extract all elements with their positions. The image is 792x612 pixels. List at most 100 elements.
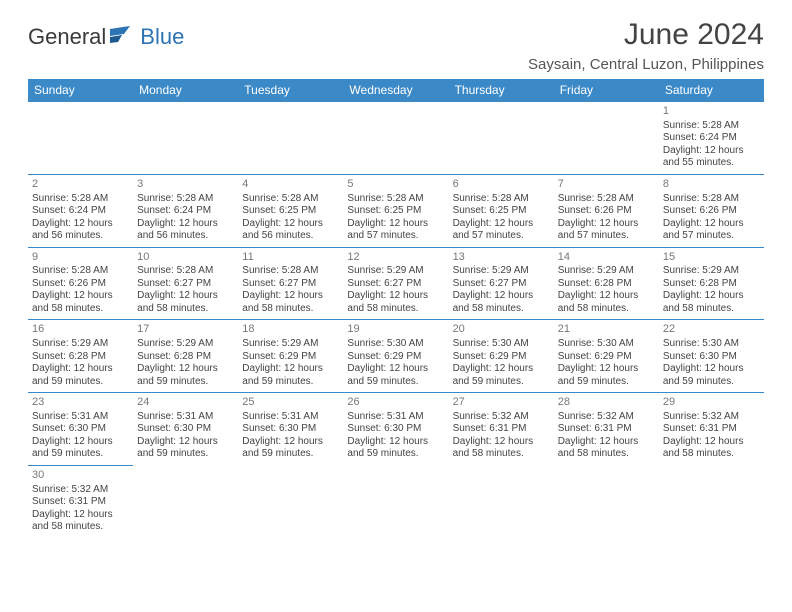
calendar-empty [238, 102, 343, 175]
day-detail: and 57 minutes. [558, 230, 655, 243]
calendar-day: 3Sunrise: 5:28 AMSunset: 6:24 PMDaylight… [133, 174, 238, 247]
day-number: 30 [32, 469, 129, 483]
calendar-week: 23Sunrise: 5:31 AMSunset: 6:30 PMDayligh… [28, 393, 764, 466]
weekday-header: Saturday [659, 79, 764, 102]
day-detail: Sunrise: 5:32 AM [663, 411, 760, 424]
day-detail: Sunrise: 5:28 AM [663, 193, 760, 206]
day-detail: Sunrise: 5:30 AM [558, 338, 655, 351]
day-detail: Sunrise: 5:28 AM [242, 193, 339, 206]
day-detail: Daylight: 12 hours [663, 436, 760, 449]
day-detail: and 59 minutes. [242, 376, 339, 389]
calendar-day: 12Sunrise: 5:29 AMSunset: 6:27 PMDayligh… [343, 247, 448, 320]
day-number: 16 [32, 323, 129, 337]
day-detail: and 59 minutes. [663, 376, 760, 389]
day-detail: Daylight: 12 hours [347, 290, 444, 303]
day-detail: and 58 minutes. [663, 303, 760, 316]
day-detail: Sunset: 6:30 PM [32, 423, 129, 436]
calendar-week: 16Sunrise: 5:29 AMSunset: 6:28 PMDayligh… [28, 320, 764, 393]
day-detail: Daylight: 12 hours [453, 218, 550, 231]
calendar-day: 7Sunrise: 5:28 AMSunset: 6:26 PMDaylight… [554, 174, 659, 247]
day-detail: and 59 minutes. [137, 448, 234, 461]
day-detail: Sunrise: 5:29 AM [137, 338, 234, 351]
day-detail: Sunrise: 5:30 AM [453, 338, 550, 351]
calendar-table: SundayMondayTuesdayWednesdayThursdayFrid… [28, 79, 764, 538]
day-detail: and 59 minutes. [137, 376, 234, 389]
calendar-day: 19Sunrise: 5:30 AMSunset: 6:29 PMDayligh… [343, 320, 448, 393]
calendar-day: 25Sunrise: 5:31 AMSunset: 6:30 PMDayligh… [238, 393, 343, 466]
calendar-empty [343, 102, 448, 175]
day-detail: Daylight: 12 hours [663, 290, 760, 303]
day-number: 19 [347, 323, 444, 337]
day-detail: Sunrise: 5:31 AM [242, 411, 339, 424]
day-number: 12 [347, 251, 444, 265]
day-detail: and 56 minutes. [242, 230, 339, 243]
day-detail: Sunrise: 5:30 AM [663, 338, 760, 351]
weekday-header: Friday [554, 79, 659, 102]
calendar-empty [449, 465, 554, 537]
day-number: 21 [558, 323, 655, 337]
calendar-empty [133, 102, 238, 175]
weekday-header: Wednesday [343, 79, 448, 102]
day-detail: Sunrise: 5:28 AM [558, 193, 655, 206]
day-detail: Sunrise: 5:28 AM [137, 193, 234, 206]
calendar-day: 5Sunrise: 5:28 AMSunset: 6:25 PMDaylight… [343, 174, 448, 247]
day-detail: Sunset: 6:30 PM [242, 423, 339, 436]
day-detail: Sunrise: 5:31 AM [137, 411, 234, 424]
day-detail: Sunset: 6:29 PM [453, 351, 550, 364]
day-detail: Sunrise: 5:32 AM [32, 484, 129, 497]
day-detail: and 58 minutes. [453, 448, 550, 461]
calendar-day: 26Sunrise: 5:31 AMSunset: 6:30 PMDayligh… [343, 393, 448, 466]
calendar-day: 13Sunrise: 5:29 AMSunset: 6:27 PMDayligh… [449, 247, 554, 320]
calendar-day: 8Sunrise: 5:28 AMSunset: 6:26 PMDaylight… [659, 174, 764, 247]
day-detail: Sunset: 6:25 PM [347, 205, 444, 218]
day-number: 22 [663, 323, 760, 337]
day-detail: and 59 minutes. [32, 448, 129, 461]
day-detail: Daylight: 12 hours [558, 363, 655, 376]
calendar-day: 16Sunrise: 5:29 AMSunset: 6:28 PMDayligh… [28, 320, 133, 393]
day-detail: Sunset: 6:30 PM [663, 351, 760, 364]
day-detail: Daylight: 12 hours [453, 363, 550, 376]
flag-icon [110, 26, 138, 49]
calendar-day: 9Sunrise: 5:28 AMSunset: 6:26 PMDaylight… [28, 247, 133, 320]
calendar-day: 10Sunrise: 5:28 AMSunset: 6:27 PMDayligh… [133, 247, 238, 320]
calendar-day: 29Sunrise: 5:32 AMSunset: 6:31 PMDayligh… [659, 393, 764, 466]
day-detail: and 56 minutes. [137, 230, 234, 243]
location: Saysain, Central Luzon, Philippines [528, 56, 764, 73]
calendar-page: General Blue June 2024 Saysain, Central … [0, 0, 792, 556]
calendar-week: 9Sunrise: 5:28 AMSunset: 6:26 PMDaylight… [28, 247, 764, 320]
day-detail: Daylight: 12 hours [453, 290, 550, 303]
day-number: 5 [347, 178, 444, 192]
day-detail: Sunset: 6:25 PM [453, 205, 550, 218]
day-detail: Sunset: 6:27 PM [242, 278, 339, 291]
day-detail: Sunrise: 5:29 AM [32, 338, 129, 351]
day-detail: Daylight: 12 hours [242, 218, 339, 231]
day-detail: Sunset: 6:30 PM [347, 423, 444, 436]
day-detail: and 59 minutes. [32, 376, 129, 389]
day-detail: and 59 minutes. [347, 376, 444, 389]
day-detail: Daylight: 12 hours [32, 363, 129, 376]
calendar-day: 1Sunrise: 5:28 AMSunset: 6:24 PMDaylight… [659, 102, 764, 175]
calendar-day: 28Sunrise: 5:32 AMSunset: 6:31 PMDayligh… [554, 393, 659, 466]
weekday-header: Sunday [28, 79, 133, 102]
day-detail: and 58 minutes. [663, 448, 760, 461]
calendar-empty [133, 465, 238, 537]
day-detail: and 59 minutes. [347, 448, 444, 461]
day-number: 8 [663, 178, 760, 192]
weekday-header: Thursday [449, 79, 554, 102]
day-detail: Sunset: 6:24 PM [663, 132, 760, 145]
day-number: 20 [453, 323, 550, 337]
day-detail: Sunset: 6:29 PM [242, 351, 339, 364]
day-detail: Sunset: 6:26 PM [663, 205, 760, 218]
day-detail: Sunrise: 5:31 AM [347, 411, 444, 424]
day-detail: and 57 minutes. [347, 230, 444, 243]
calendar-empty [238, 465, 343, 537]
day-detail: Sunrise: 5:29 AM [453, 265, 550, 278]
day-detail: Daylight: 12 hours [32, 218, 129, 231]
day-detail: Daylight: 12 hours [453, 436, 550, 449]
calendar-day: 20Sunrise: 5:30 AMSunset: 6:29 PMDayligh… [449, 320, 554, 393]
day-detail: Sunset: 6:31 PM [453, 423, 550, 436]
day-detail: and 58 minutes. [137, 303, 234, 316]
day-detail: Sunrise: 5:31 AM [32, 411, 129, 424]
day-detail: Sunset: 6:28 PM [137, 351, 234, 364]
calendar-day: 2Sunrise: 5:28 AMSunset: 6:24 PMDaylight… [28, 174, 133, 247]
